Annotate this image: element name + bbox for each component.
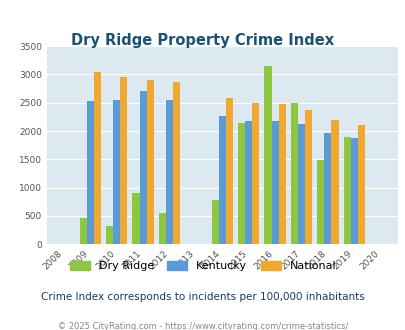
Bar <box>357 125 364 244</box>
Bar <box>120 77 127 244</box>
Bar <box>297 124 304 244</box>
Bar <box>158 213 166 244</box>
Bar <box>218 116 225 244</box>
Bar <box>245 121 252 244</box>
Bar <box>173 82 180 244</box>
Bar <box>290 103 297 244</box>
Legend: Dry Ridge, Kentucky, National: Dry Ridge, Kentucky, National <box>65 256 340 276</box>
Bar <box>237 122 245 244</box>
Bar <box>278 104 285 244</box>
Bar <box>132 193 139 244</box>
Bar <box>350 138 357 244</box>
Bar <box>252 103 259 244</box>
Bar <box>146 80 153 244</box>
Bar <box>330 120 338 244</box>
Bar <box>343 137 350 244</box>
Bar <box>166 100 173 244</box>
Bar <box>106 225 113 244</box>
Bar <box>113 100 120 244</box>
Bar <box>264 66 271 244</box>
Text: © 2025 CityRating.com - https://www.cityrating.com/crime-statistics/: © 2025 CityRating.com - https://www.city… <box>58 322 347 330</box>
Bar <box>304 110 311 244</box>
Bar <box>316 160 324 244</box>
Bar <box>225 98 232 244</box>
Bar <box>79 217 87 244</box>
Text: Dry Ridge Property Crime Index: Dry Ridge Property Crime Index <box>71 33 334 48</box>
Text: Crime Index corresponds to incidents per 100,000 inhabitants: Crime Index corresponds to incidents per… <box>41 292 364 302</box>
Bar <box>94 72 101 244</box>
Bar <box>271 121 278 244</box>
Bar <box>324 133 330 244</box>
Bar <box>87 101 94 244</box>
Bar <box>211 200 218 244</box>
Bar <box>139 91 146 244</box>
